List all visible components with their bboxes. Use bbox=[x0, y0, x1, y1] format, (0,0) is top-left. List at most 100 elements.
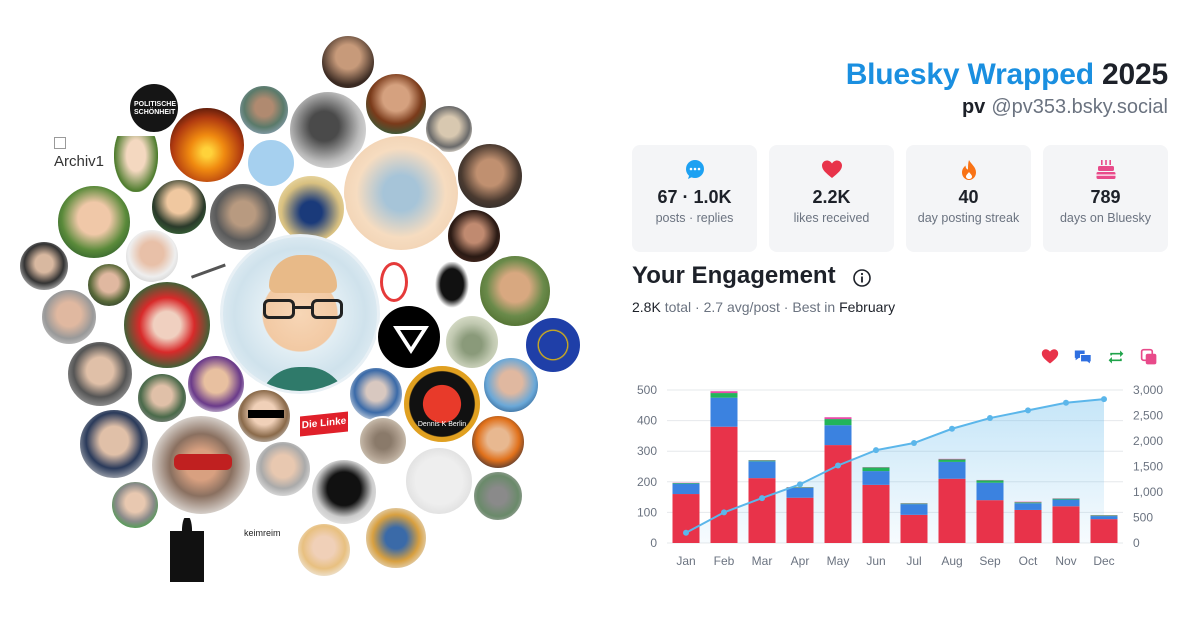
bar-segment bbox=[1053, 506, 1080, 543]
y-tick-left: 0 bbox=[650, 536, 657, 550]
avatar[interactable] bbox=[376, 304, 442, 370]
avatar[interactable] bbox=[66, 340, 134, 408]
engagement-total: 2.8K bbox=[632, 299, 661, 315]
bar-segment bbox=[711, 398, 738, 427]
avatar[interactable] bbox=[56, 184, 132, 260]
avatar[interactable] bbox=[238, 84, 290, 136]
avatar[interactable] bbox=[404, 446, 474, 516]
avatar[interactable] bbox=[364, 506, 428, 570]
brand-title: Bluesky Wrapped bbox=[846, 58, 1094, 91]
broken-image-icon bbox=[54, 137, 66, 149]
y-tick-right: 2,500 bbox=[1133, 409, 1163, 423]
avatar[interactable] bbox=[276, 174, 346, 244]
avatar[interactable] bbox=[136, 372, 188, 424]
avatar-cluster: POLITISCHE SCHÖNHEIT Archiv1 bbox=[0, 0, 600, 630]
main-avatar[interactable] bbox=[220, 234, 380, 394]
engagement-title: Your Engagement bbox=[632, 262, 836, 290]
avatar[interactable] bbox=[432, 262, 472, 312]
best-month-prefix: Best in bbox=[792, 299, 835, 315]
avatar[interactable] bbox=[482, 356, 540, 414]
cumulative-point bbox=[1025, 407, 1031, 413]
y-tick-right: 1,500 bbox=[1133, 460, 1163, 474]
avatar[interactable] bbox=[358, 416, 408, 466]
avatar[interactable] bbox=[456, 142, 524, 210]
avatar[interactable] bbox=[124, 228, 180, 284]
party-logo[interactable]: Die Linke bbox=[300, 411, 348, 436]
bar-segment bbox=[825, 419, 852, 425]
avatar[interactable] bbox=[380, 262, 408, 302]
avatar[interactable] bbox=[320, 34, 376, 90]
avatar[interactable] bbox=[446, 208, 502, 264]
dennis-badge-avatar[interactable]: Dennis K Berlin bbox=[402, 364, 482, 444]
avatar[interactable] bbox=[254, 440, 312, 498]
legend-reposts[interactable] bbox=[1106, 347, 1126, 367]
cumulative-point bbox=[873, 447, 879, 453]
engagement-chart: 010020030040050005001,0001,5002,0002,500… bbox=[620, 375, 1180, 575]
cumulative-point bbox=[949, 426, 955, 432]
avatar[interactable] bbox=[170, 518, 204, 582]
avatar[interactable] bbox=[472, 470, 524, 522]
cumulative-point bbox=[835, 462, 841, 468]
avatar[interactable] bbox=[296, 522, 352, 578]
avatar[interactable] bbox=[364, 72, 428, 136]
bar-segment bbox=[673, 483, 700, 484]
reply-icon bbox=[1073, 348, 1093, 366]
y-tick-left: 400 bbox=[637, 414, 657, 428]
cumulative-point bbox=[987, 415, 993, 421]
text-avatar[interactable]: keimreim bbox=[244, 528, 281, 538]
censor-bar bbox=[248, 410, 284, 418]
avatar[interactable] bbox=[186, 250, 226, 278]
avatar[interactable] bbox=[150, 178, 208, 236]
bar-segment bbox=[749, 478, 776, 543]
x-tick: Dec bbox=[1093, 554, 1114, 568]
y-tick-right: 0 bbox=[1133, 536, 1140, 550]
avatar[interactable] bbox=[78, 408, 150, 480]
avatar[interactable] bbox=[470, 414, 526, 470]
bar-segment bbox=[939, 459, 966, 460]
stat-value: 2.2K bbox=[769, 187, 894, 208]
y-tick-left: 200 bbox=[637, 475, 657, 489]
x-tick: Feb bbox=[714, 554, 735, 568]
stat-label: day posting streak bbox=[914, 210, 1023, 226]
stat-value: 789 bbox=[1043, 187, 1168, 208]
bar-segment bbox=[1091, 516, 1118, 519]
avatar[interactable] bbox=[236, 388, 292, 444]
bar-segment bbox=[863, 471, 890, 485]
y-tick-right: 2,000 bbox=[1133, 434, 1163, 448]
cumulative-point bbox=[683, 530, 689, 536]
heart-icon bbox=[821, 159, 843, 181]
cake-icon bbox=[1095, 159, 1117, 181]
avatar[interactable] bbox=[110, 480, 160, 530]
engagement-average: 2.7 avg/post bbox=[704, 299, 780, 315]
display-name: pv bbox=[962, 96, 985, 118]
avatar[interactable] bbox=[114, 136, 158, 192]
avatar[interactable] bbox=[150, 414, 252, 516]
user-handle[interactable]: @pv353.bsky.social bbox=[991, 96, 1168, 118]
x-tick: Jul bbox=[906, 554, 921, 568]
avatar[interactable] bbox=[310, 458, 378, 526]
legend-likes[interactable] bbox=[1040, 347, 1060, 367]
book-title: POLITISCHE SCHÖNHEIT bbox=[134, 101, 174, 117]
avatar[interactable] bbox=[342, 134, 460, 252]
bar-segment bbox=[825, 425, 852, 445]
avatar[interactable] bbox=[348, 366, 404, 422]
avatar[interactable] bbox=[478, 254, 552, 328]
avatar-hair bbox=[269, 255, 337, 293]
bar-segment bbox=[1091, 515, 1118, 516]
avatar[interactable] bbox=[40, 288, 98, 346]
avatar[interactable] bbox=[168, 106, 246, 184]
avatar[interactable] bbox=[122, 280, 212, 370]
bar-segment bbox=[1015, 510, 1042, 543]
bar-segment bbox=[673, 484, 700, 494]
info-icon[interactable] bbox=[852, 268, 872, 288]
bar-segment bbox=[901, 504, 928, 505]
x-tick: Jun bbox=[866, 554, 885, 568]
cumulative-point bbox=[759, 495, 765, 501]
legend-quotes[interactable] bbox=[1139, 347, 1159, 367]
y-tick-left: 100 bbox=[637, 505, 657, 519]
cumulative-point bbox=[911, 440, 917, 446]
bar-segment bbox=[711, 427, 738, 543]
bar-segment bbox=[749, 460, 776, 461]
legend-replies[interactable] bbox=[1073, 347, 1093, 367]
avatar[interactable] bbox=[18, 240, 70, 292]
